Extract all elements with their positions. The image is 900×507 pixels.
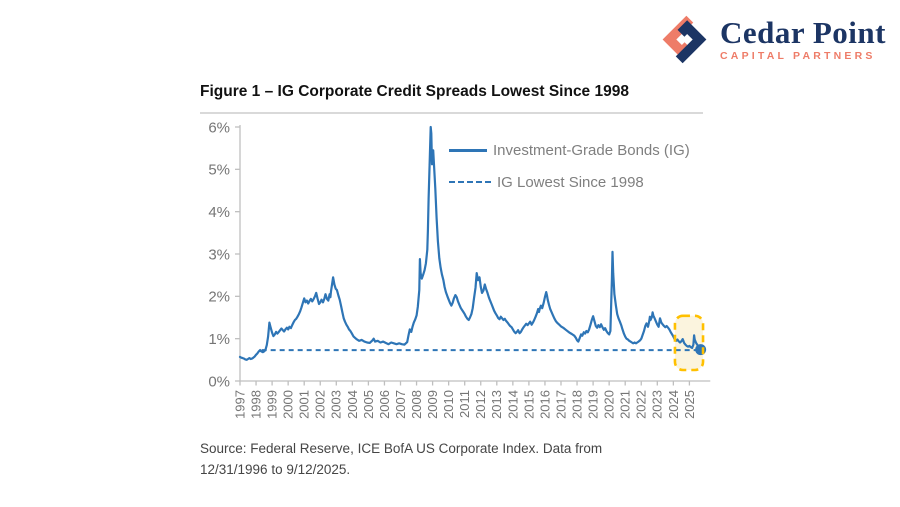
x-tick-label: 2018: [569, 390, 584, 419]
x-tick-label: 2021: [618, 390, 633, 419]
cedar-point-logo-icon: [662, 15, 707, 64]
figure-title: Figure 1 – IG Corporate Credit Spreads L…: [200, 83, 703, 114]
x-tick-label: 2016: [537, 390, 552, 419]
source-note: Source: Federal Reserve, ICE BofA US Cor…: [200, 438, 602, 480]
x-tick-label: 2003: [329, 390, 344, 419]
x-tick-label: 2012: [473, 390, 488, 419]
source-line-1: Source: Federal Reserve, ICE BofA US Cor…: [200, 441, 603, 456]
y-tick-label: 2%: [208, 289, 230, 306]
y-tick-label: 0%: [208, 373, 230, 390]
logo-wordmark: Cedar Point: [720, 15, 886, 50]
x-tick-label: 2022: [634, 390, 649, 419]
x-tick-label: 2020: [602, 390, 617, 419]
chart-legend: Investment-Grade Bonds (IG) IG Lowest Si…: [449, 139, 690, 203]
x-tick-label: 2005: [361, 390, 376, 419]
dashed-line-swatch-icon: [449, 181, 491, 183]
x-tick-label: 2004: [345, 390, 360, 419]
logo-text: Cedar Point CAPITAL PARTNERS: [720, 13, 886, 62]
x-tick-label: 1997: [232, 390, 247, 419]
x-tick-label: 2017: [553, 390, 568, 419]
spread-chart: 0%1%2%3%4%5%6%1997 1998 1999 2000 2001 2002 20…: [208, 119, 711, 419]
x-tick-label: 2024: [666, 390, 681, 419]
y-tick-label: 4%: [208, 204, 230, 221]
x-tick-label: 2011: [457, 390, 472, 418]
x-tick-label: 2010: [441, 390, 456, 419]
y-tick-label: 3%: [208, 246, 230, 263]
y-tick-label: 5%: [208, 162, 230, 179]
y-tick-label: 1%: [208, 331, 230, 348]
source-line-2: 12/31/1996 to 9/12/2025.: [200, 462, 351, 477]
x-tick-label: 2007: [393, 390, 408, 419]
x-tick-label: 2025: [682, 390, 697, 419]
cedar-point-logo: Cedar Point CAPITAL PARTNERS: [657, 13, 886, 66]
x-tick-label: 2014: [505, 390, 520, 419]
legend-label: Investment-Grade Bonds (IG): [493, 141, 690, 159]
legend-item-ig-lowest: IG Lowest Since 1998: [449, 171, 690, 193]
x-tick-label: 1999: [265, 390, 280, 419]
x-tick-label: 2009: [425, 390, 440, 419]
x-tick-label: 2006: [377, 390, 392, 419]
latest-point-marker: [695, 344, 707, 356]
x-tick-label: 2019: [586, 390, 601, 419]
chart-area: 0% 1% 2% 3% 4% 5% 6% 1997 1998 1999 2000 2001 2002 20…: [193, 113, 723, 443]
highlight-box-fill: [674, 315, 704, 370]
x-tick-label: 2000: [281, 390, 296, 419]
solid-line-swatch-icon: [449, 148, 487, 152]
x-tick-label: 2023: [650, 390, 665, 419]
x-tick-label: 2015: [521, 390, 536, 419]
x-tick-label: 1998: [248, 390, 263, 419]
legend-label: IG Lowest Since 1998: [497, 173, 644, 191]
highlight-box: [673, 314, 705, 372]
x-tick-label: 2001: [297, 390, 312, 419]
ig-series-line: [238, 125, 702, 361]
x-tick-label: 2013: [489, 390, 504, 419]
y-tick-label: 6%: [208, 119, 230, 136]
logo-subtitle: CAPITAL PARTNERS: [720, 50, 876, 62]
legend-item-ig: Investment-Grade Bonds (IG): [449, 139, 690, 161]
x-tick-label: 2008: [409, 390, 424, 419]
x-tick-label: 2002: [313, 390, 328, 419]
